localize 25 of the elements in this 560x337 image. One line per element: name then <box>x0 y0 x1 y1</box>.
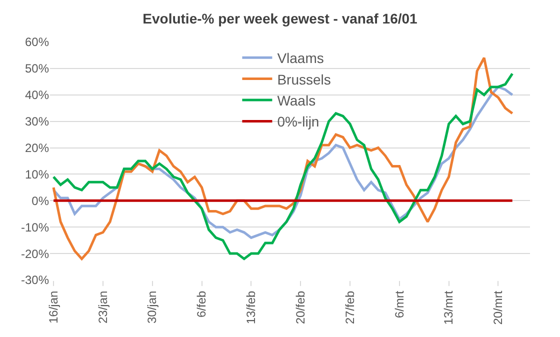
y-tick-label: 10% <box>24 167 50 182</box>
y-tick-label: 20% <box>24 140 50 155</box>
legend-label: 0%-lijn <box>277 114 320 130</box>
y-tick-label: 30% <box>24 114 50 129</box>
chart-title: Evolutie-% per week gewest - vanaf 16/01 <box>142 10 418 26</box>
legend-label: Brussels <box>277 71 331 88</box>
legend-label: Vlaams <box>277 50 324 66</box>
y-tick-label: 50% <box>24 62 50 76</box>
y-tick-label: 40% <box>24 88 50 102</box>
legend-label: Waals <box>277 92 316 108</box>
y-tick-label: -20% <box>20 246 50 261</box>
x-tick-label: 30/jan <box>145 290 160 324</box>
y-tick-label: -30% <box>20 273 50 288</box>
x-tick-label: 20/feb <box>293 290 308 324</box>
x-tick-label: 27/feb <box>342 290 357 324</box>
y-tick-label: 60% <box>24 35 50 50</box>
x-tick-label: 13/feb <box>244 290 258 324</box>
x-tick-label: 6/mrt <box>392 290 406 318</box>
x-tick-label: 20/mrt <box>491 290 506 325</box>
x-tick-label: 23/jan <box>96 290 110 324</box>
y-tick-label: -10% <box>20 220 50 234</box>
y-tick-label: 0% <box>32 194 50 208</box>
x-tick-label: 13/mrt <box>442 290 456 325</box>
x-tick-label: 6/feb <box>194 290 209 318</box>
x-tick-label: 16/jan <box>46 290 60 324</box>
